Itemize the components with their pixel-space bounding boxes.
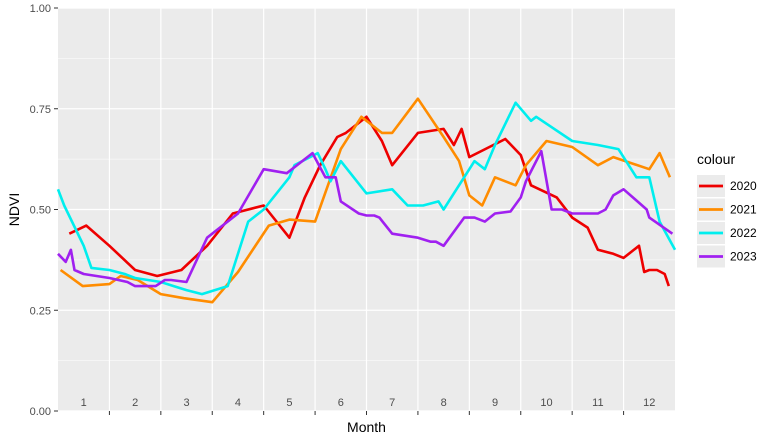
y-tick-label: 0.25 [30,305,51,317]
series-line-2023 [57,149,674,288]
x-tick-label: 2 [132,397,138,409]
x-tick-label: 9 [492,397,498,409]
x-tick-label: 3 [183,397,189,409]
y-axis-ticks: 0.00 0.25 0.50 0.75 1.00 [30,3,58,418]
y-tick-label: 0.75 [30,104,51,116]
x-tick-label: 4 [235,397,241,409]
x-axis-title: Month [347,419,386,435]
x-tick-label: 1 [81,397,87,409]
y-axis-title: NDVI [6,193,22,226]
series-line-2022 [56,101,677,296]
y-tick-label: 0.50 [30,205,51,217]
x-tick-label: 11 [592,397,603,409]
legend-title: colour [697,151,735,167]
x-tick-label: 5 [286,397,292,409]
x-tick-label: 7 [389,397,395,409]
x-tick-label: 8 [441,397,447,409]
x-tick-label: 10 [540,397,552,409]
series-lines [56,97,677,304]
legend-label-2022: 2022 [730,226,757,240]
x-axis-ticks: 1 2 3 4 5 6 7 8 9 10 11 12 [81,397,655,415]
x-tick-label: 12 [643,397,655,409]
y-tick-label: 0.00 [30,406,51,418]
x-tick-label: 6 [338,397,344,409]
series-line-2021 [59,97,672,304]
legend-label-2020: 2020 [730,179,757,193]
series-line-2020 [68,115,671,287]
legend: colour 2020 2021 2022 2023 [697,151,757,268]
legend-label-2023: 2023 [730,250,757,264]
legend-label-2021: 2021 [730,203,757,217]
y-tick-label: 1.00 [30,3,51,15]
